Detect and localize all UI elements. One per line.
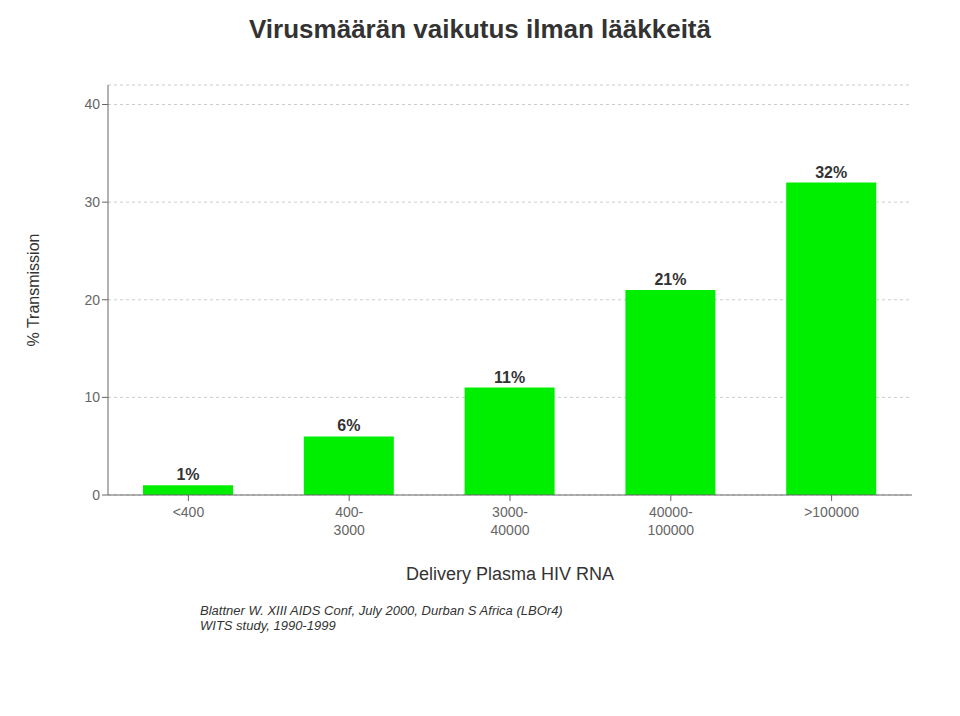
svg-text:0: 0 — [92, 487, 100, 503]
svg-text:3000-40000: 3000-40000 — [491, 504, 530, 538]
svg-text:30: 30 — [84, 194, 100, 210]
svg-text:20: 20 — [84, 292, 100, 308]
svg-text:32%: 32% — [815, 164, 847, 181]
svg-text:1%: 1% — [176, 466, 199, 483]
svg-text:Delivery Plasma HIV RNA: Delivery Plasma HIV RNA — [406, 564, 614, 584]
svg-text:10: 10 — [84, 389, 100, 405]
svg-text:>100000: >100000 — [804, 504, 859, 520]
html-text:Virusmäärän vaikutus ilman lää: Virusmäärän vaikutus ilman lääkkeitä — [249, 14, 711, 44]
svg-text:400-3000: 400-3000 — [334, 504, 365, 538]
svg-text:11%: 11% — [494, 369, 525, 386]
html-text:Blattner W. XIII AIDS Conf, Ju: Blattner W. XIII AIDS Conf, July 2000, D… — [200, 603, 563, 633]
svg-text:6%: 6% — [337, 417, 360, 434]
svg-text:40000-100000: 40000-100000 — [647, 504, 694, 538]
svg-text:<400: <400 — [173, 504, 205, 520]
svg-text:21%: 21% — [654, 271, 686, 288]
svg-text:% Transmission: % Transmission — [25, 234, 42, 347]
svg-text:40: 40 — [84, 96, 100, 112]
